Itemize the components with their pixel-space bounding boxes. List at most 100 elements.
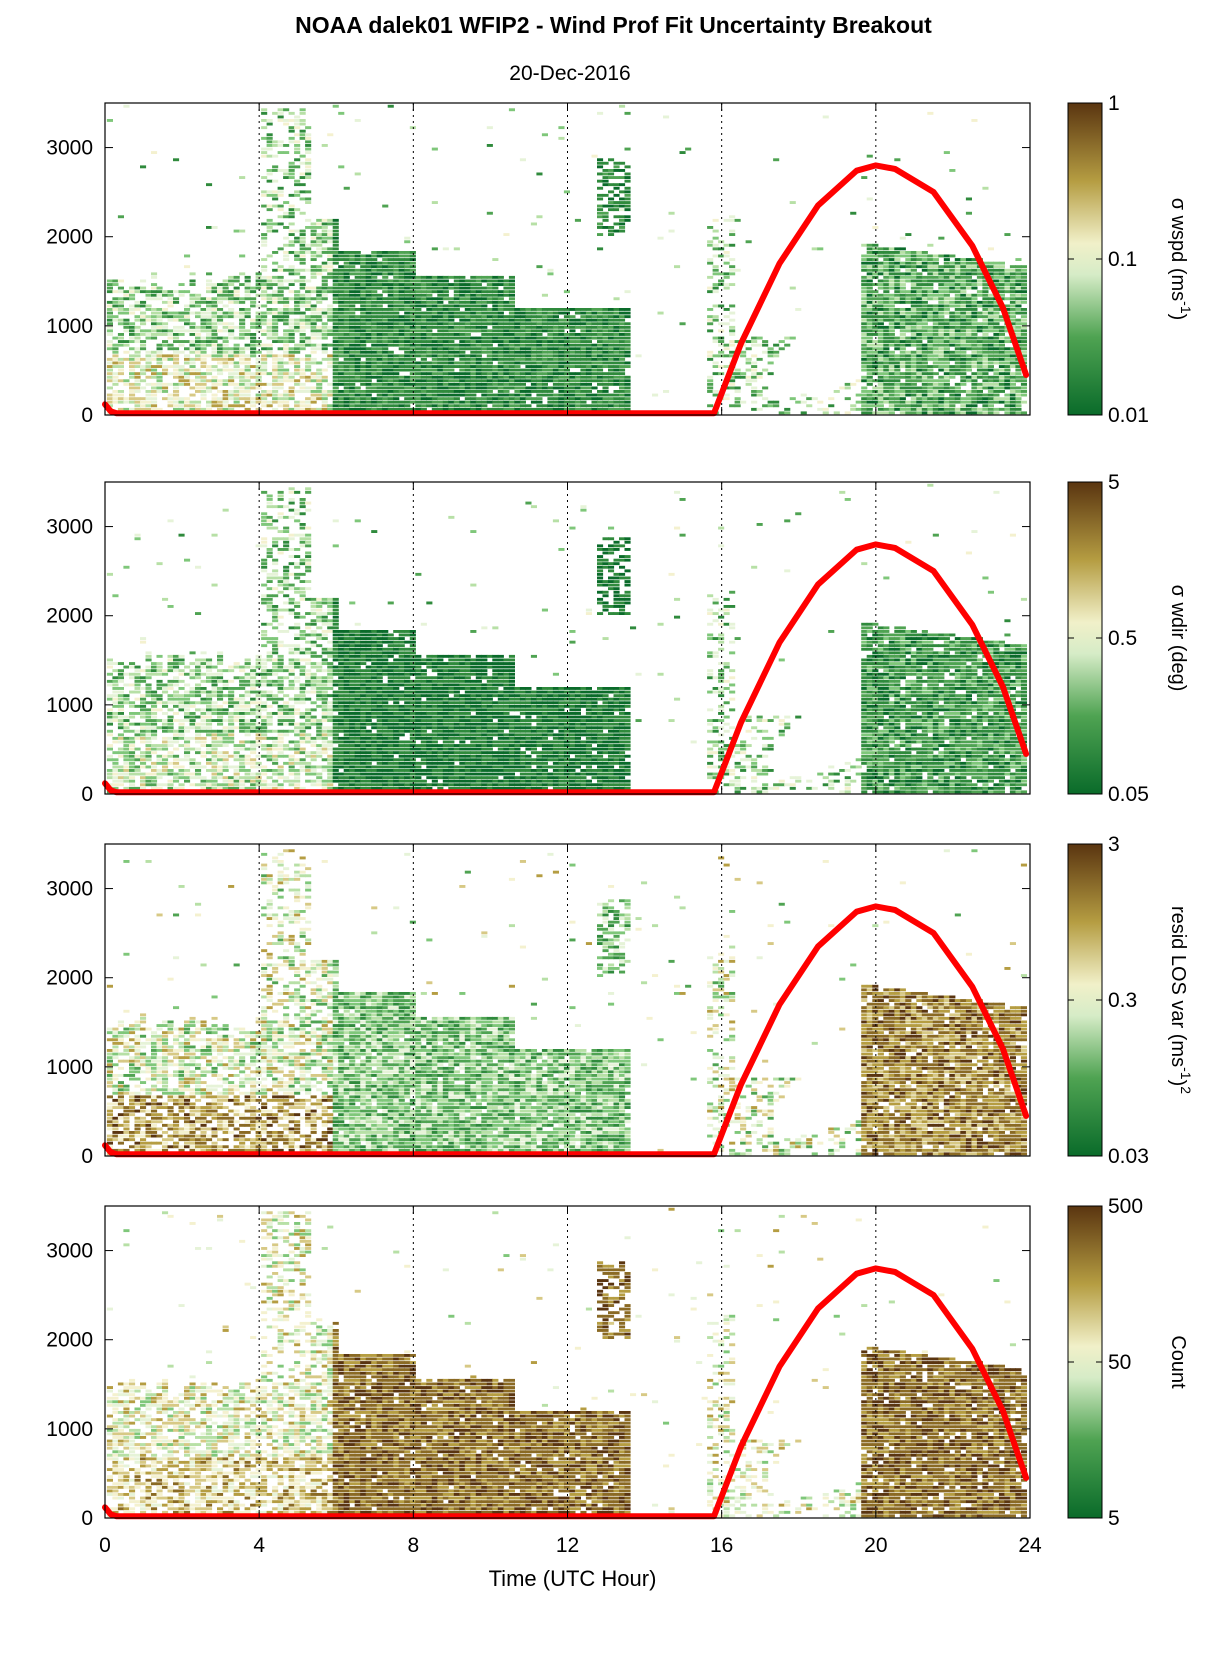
heatmap-cell [327, 251, 334, 254]
heatmap-cell [332, 318, 339, 322]
heatmap-cell [453, 315, 460, 319]
heatmap-cell [305, 268, 312, 272]
heatmap-cell [470, 304, 477, 308]
heatmap-cell [574, 357, 581, 361]
heatmap-cell [382, 272, 389, 276]
heatmap-cell [938, 382, 945, 386]
heatmap-cell [971, 411, 978, 415]
heatmap-cell [927, 293, 934, 297]
heatmap-cell [580, 347, 587, 351]
heatmap-cell [200, 340, 207, 343]
heatmap-cell [519, 372, 526, 376]
heatmap-cell [376, 343, 383, 347]
heatmap-cell [299, 382, 306, 386]
heatmap-cell [547, 333, 554, 336]
heatmap-cell [129, 393, 136, 397]
heatmap-cell [228, 311, 235, 315]
heatmap-cell [365, 315, 372, 319]
heatmap-cell [861, 254, 868, 258]
heatmap-cell [1009, 397, 1016, 401]
heatmap-cell [189, 322, 196, 326]
heatmap-cell [117, 297, 124, 301]
heatmap-cell [217, 407, 224, 411]
heatmap-cell [492, 386, 499, 390]
heatmap-cell [960, 297, 967, 301]
heatmap-cell [729, 379, 736, 383]
heatmap-cell [949, 279, 956, 283]
heatmap-cell [569, 350, 576, 354]
heatmap-cell [481, 318, 488, 322]
heatmap-cell [943, 311, 950, 315]
heatmap-cell [866, 379, 873, 383]
heatmap-cell [294, 179, 301, 183]
heatmap-cell [492, 311, 499, 315]
heatmap-cell [789, 336, 796, 340]
heatmap-cell [299, 293, 306, 297]
heatmap-cell [299, 251, 306, 254]
heatmap-cell [255, 397, 262, 401]
heatmap-cell [233, 297, 240, 301]
heatmap-cell [1015, 368, 1022, 372]
heatmap-cell [927, 254, 934, 258]
heatmap-cell [151, 290, 158, 294]
heatmap-cell [316, 308, 323, 311]
heatmap-cell [200, 325, 207, 329]
heatmap-cell [580, 372, 587, 376]
heatmap-cell [993, 386, 1000, 390]
heatmap-cell [134, 382, 141, 386]
heatmap-cell [960, 411, 967, 415]
y-tick-label: 3000 [46, 137, 93, 160]
heatmap-cell [272, 361, 279, 365]
heatmap-cell [459, 368, 466, 372]
heatmap-cell [899, 375, 906, 379]
heatmap-cell [877, 361, 884, 365]
heatmap-cell [376, 272, 383, 276]
heatmap-cell [343, 318, 350, 322]
heatmap-cell [916, 386, 923, 390]
heatmap-cell [261, 393, 268, 397]
heatmap-cell [365, 347, 372, 351]
heatmap-cell [921, 258, 928, 261]
heatmap-cell [239, 372, 246, 376]
heatmap-cell [426, 297, 433, 301]
heatmap-cell [316, 336, 323, 340]
heatmap-cell [597, 186, 604, 190]
heatmap-cell [255, 286, 262, 290]
heatmap-cell [222, 379, 229, 383]
heatmap-cell [404, 258, 411, 261]
heatmap-cell [591, 329, 598, 333]
heatmap-cell [508, 372, 515, 376]
heatmap-cell [861, 350, 868, 354]
heatmap-cell [910, 350, 917, 354]
heatmap-cell [591, 361, 598, 365]
heatmap-cell [349, 357, 356, 361]
heatmap-cell [883, 261, 890, 265]
heatmap-cell [283, 215, 290, 219]
heatmap-cell [530, 325, 537, 329]
heatmap-cell [393, 258, 400, 261]
heatmap-cell [971, 361, 978, 365]
heatmap-cell [938, 411, 945, 415]
heatmap-cell [916, 318, 923, 322]
heatmap-cell [277, 247, 284, 251]
heatmap-cell [459, 365, 466, 368]
heatmap-cell [354, 375, 361, 379]
heatmap-cell [277, 140, 284, 144]
heatmap-cell [343, 379, 350, 383]
heatmap-cell [250, 318, 257, 322]
heatmap-cell [1004, 393, 1011, 397]
heatmap-cell [712, 304, 719, 308]
heatmap-cell [475, 407, 482, 411]
heatmap-cell [960, 279, 967, 283]
heatmap-cell [404, 397, 411, 401]
heatmap-cell [255, 293, 262, 297]
heatmap-cell [475, 375, 482, 379]
heatmap-cell [525, 333, 532, 336]
heatmap-cell [982, 386, 989, 390]
heatmap-cell [470, 372, 477, 376]
heatmap-cell [563, 397, 570, 401]
heatmap-cell [387, 315, 394, 319]
heatmap-cell [365, 258, 372, 261]
heatmap-cell [1020, 354, 1027, 358]
heatmap-cell [547, 357, 554, 361]
